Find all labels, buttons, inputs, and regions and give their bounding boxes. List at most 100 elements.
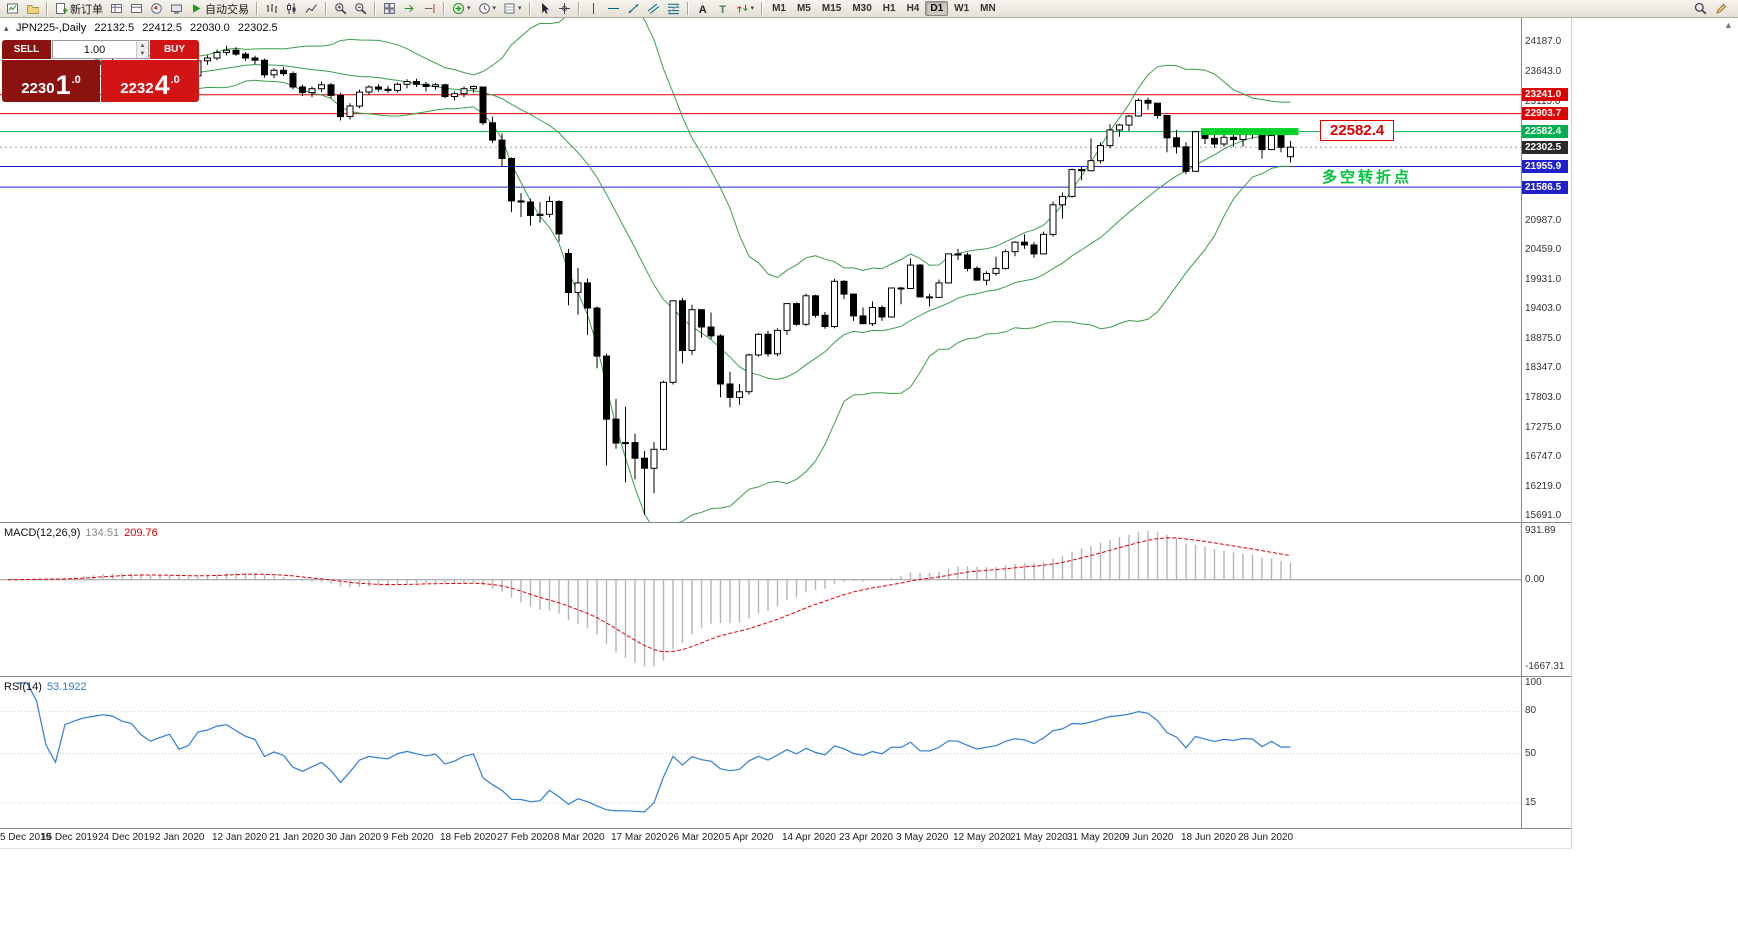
volume-field[interactable]: 1.00 ▲ ▼ [52,40,149,59]
datawin-icon [130,2,143,15]
sell-button[interactable]: SELL [2,40,51,59]
terminal-button[interactable] [167,0,186,18]
new-order-label: 新订单 [70,3,103,16]
trendline-button[interactable] [624,0,643,18]
rsi-axis-label: 100 [1525,677,1542,688]
crosshair-icon [558,2,571,15]
toolbar-separator [46,2,48,15]
timeframe-h4-button[interactable]: H4 [906,3,920,14]
price-axis-label: 15691.0 [1525,510,1562,522]
high-value: 22412.5 [142,22,182,34]
quick-draw-button[interactable] [1712,0,1731,18]
horizontal-line-button[interactable] [604,0,623,18]
rsi-axis-label: 80 [1525,705,1537,717]
bar-chart-mode-button[interactable] [262,0,281,18]
profiles-button[interactable] [23,0,42,18]
equidistant-channel-button[interactable] [644,0,663,18]
volume-spinner[interactable]: ▲ ▼ [136,41,148,58]
text-label-button[interactable]: T [713,0,732,18]
toolbar-separator [443,2,445,15]
chart-ohlc-info: JPN225-,Daily 22132.5 22412.5 22030.0 22… [16,22,283,34]
price-axis-label: 23115.0 [1525,95,1561,107]
timeframe-d1-button[interactable]: D1 [925,1,949,16]
timeframe-w1-button[interactable]: W1 [954,3,970,14]
highlight-zone [1201,128,1299,136]
line-chart-mode-button[interactable] [302,0,321,18]
candlestick-mode-button[interactable] [282,0,301,18]
buy-price-pre: 2232 [120,79,154,97]
templates-button[interactable]: ▾ [500,0,525,18]
macd-axis-label: 0.00 [1525,573,1545,585]
collapse-trade-panel-icon[interactable]: ▴ [4,23,9,33]
autoscroll-icon [403,2,416,15]
price-axis-label: 16219.0 [1525,480,1562,492]
toolbar-separator [325,2,327,15]
price-axis: 24187.0 23643.0 23115.0 20987.0 20459.0 19931… [1522,0,1571,943]
timeframe-m15-button[interactable]: M15 [821,3,842,14]
key-level-price-label: 22582.4 [1320,120,1395,141]
new-order-button[interactable]: 新订单 [52,0,106,18]
timeframe-m5-button[interactable]: M5 [796,3,811,14]
data-window-button[interactable] [127,0,146,18]
market-watch-button[interactable] [107,0,126,18]
hline-icon [607,2,620,15]
shift-icon [423,2,436,15]
periods-button[interactable]: ▾ [475,0,500,18]
volume-value[interactable]: 1.00 [83,43,106,56]
caret-down-icon: ▾ [518,5,522,12]
timeframe-mn-button[interactable]: MN [980,3,996,14]
spinner-down-icon[interactable]: ▼ [137,49,148,58]
main-chart [0,18,1521,522]
timeframe-m30-button[interactable]: M30 [852,3,872,14]
price-axis-label: 17803.0 [1525,392,1562,404]
toolbar: 新订单 自动交易 ▾ ▾ ▾ A T ▾ M1 M5 M15 M30 H1 H4 D1 W1 MN [0,0,1738,18]
rsi-name: RSI(14) [4,681,42,693]
linechart-icon [305,2,318,15]
autotrading-button[interactable]: 自动交易 [187,0,252,18]
chart-shift-button[interactable] [420,0,439,18]
level-lines [0,94,1521,188]
spinner-up-icon[interactable]: ▲ [137,41,148,50]
autotrading-label: 自动交易 [205,3,249,16]
zoom-out-button[interactable] [351,0,370,18]
text-button[interactable]: A [693,0,712,18]
candles-icon [285,2,298,15]
macd-signal-line [7,537,1291,653]
timeframe-m1-button[interactable]: M1 [772,3,786,14]
tile-windows-button[interactable] [380,0,399,18]
auto-scroll-button[interactable] [400,0,419,18]
buy-button[interactable]: BUY [150,40,199,59]
buy-price-button[interactable]: 2232 4.0 [101,60,199,102]
play-icon [190,2,203,15]
low-value: 22030.0 [190,22,230,34]
new-chart-button[interactable] [3,0,22,18]
terminal-icon [170,2,183,15]
timeframe-h1-button[interactable]: H1 [882,3,896,14]
candlesticks [4,45,1294,515]
sell-price-button[interactable]: 2230 1.0 [2,60,100,102]
indicators-button[interactable]: ▾ [449,0,474,18]
search-button[interactable] [1691,0,1710,18]
price-badge: 22302.5 [1522,140,1568,154]
price-axis-label: 20459.0 [1525,244,1562,256]
indicator-icon [452,2,465,15]
crosshair-button[interactable] [555,0,574,18]
vertical-line-button[interactable] [584,0,603,18]
price-axis-label: 18347.0 [1525,362,1562,373]
macd-histogram [16,531,1292,667]
arrowtool-icon [736,2,749,15]
fibonacci-button[interactable] [664,0,683,18]
arrows-button[interactable]: ▾ [733,0,758,18]
toolbar-separator [686,2,689,15]
rsi-line [17,682,1291,813]
cursor-button[interactable] [535,0,554,18]
rsi-axis-label: 15 [1525,796,1537,808]
zoomout-icon [354,2,367,15]
one-click-trading-panel: SELL 1.00 ▲ ▼ BUY 2230 1.0 2232 4.0 [2,40,199,102]
macd-axis-label: -1667.31 [1525,660,1565,672]
scroll-up-icon[interactable]: ▲ [1724,20,1733,30]
navigator-button[interactable] [147,0,166,18]
template-icon [503,2,516,15]
zoom-in-button[interactable] [331,0,350,18]
